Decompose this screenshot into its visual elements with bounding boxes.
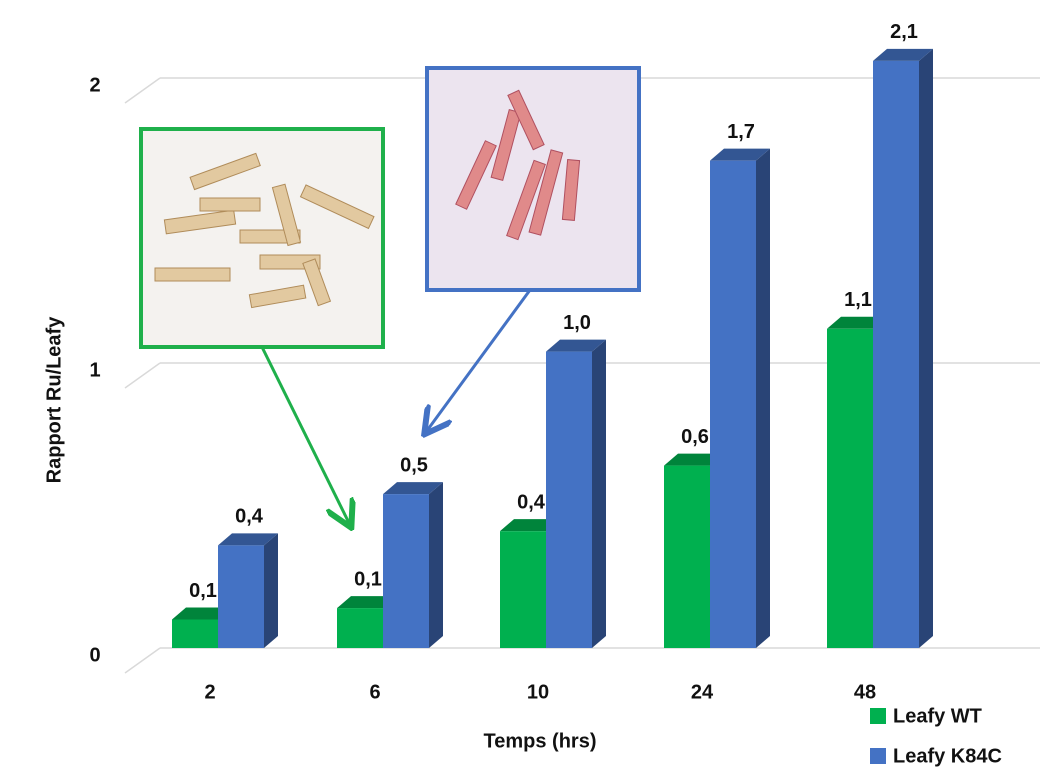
bar [383,494,429,648]
bar [710,160,756,648]
bar-top [827,316,887,329]
bar-top [337,596,397,609]
value-label: 0,4 [235,506,264,528]
x-tick-label: 2 [204,681,215,703]
legend-swatch [870,748,886,764]
bar-top [172,607,232,620]
inset-k84c [425,66,641,292]
bar [873,60,919,648]
bar-top [873,48,933,61]
grid-line-depth [124,647,161,674]
value-label: 1,7 [727,121,755,143]
crystals [455,89,581,241]
value-label: 0,1 [354,568,382,590]
legend-label: Leafy K84C [893,745,1002,767]
value-label: 1,1 [844,289,872,311]
bar-side [264,533,278,648]
y-tick-label: 2 [89,74,100,96]
x-tick-label: 24 [691,681,714,703]
bar-top [500,519,560,532]
grid-line-depth [124,77,161,104]
legend-swatch [870,708,886,724]
bar [172,619,218,648]
bar [546,351,592,648]
bar-top [664,453,724,466]
bar [337,608,383,648]
bar [218,545,264,648]
arrow [426,289,532,432]
value-label: 0,4 [517,491,546,513]
bar-top [710,148,770,161]
x-tick-label: 48 [854,681,876,703]
value-label: 0,6 [681,426,709,448]
y-tick-label: 0 [89,644,100,666]
bar-side [919,48,933,648]
value-label: 0,5 [400,454,428,476]
value-label: 1,0 [563,312,591,334]
legend-label: Leafy WT [893,705,982,727]
y-axis-label: Rapport Ru/Leafy [43,316,65,484]
bar-side [756,148,770,648]
y-tick-label: 1 [89,359,100,381]
crystals [154,152,375,309]
bar [664,465,710,648]
arrow [260,346,350,525]
bar-top [546,339,606,352]
x-tick-label: 10 [527,681,549,703]
x-tick-label: 6 [369,681,380,703]
x-axis-label: Temps (hrs) [484,730,597,752]
bar-side [592,339,606,648]
bar-top [383,482,443,495]
value-label: 0,1 [189,580,217,602]
bar-side [429,482,443,648]
inset-wt [139,127,385,349]
value-label: 2,1 [890,21,918,43]
grid-line-depth [124,362,161,389]
bar [827,328,873,648]
bar-top [218,533,278,546]
bar [500,531,546,648]
